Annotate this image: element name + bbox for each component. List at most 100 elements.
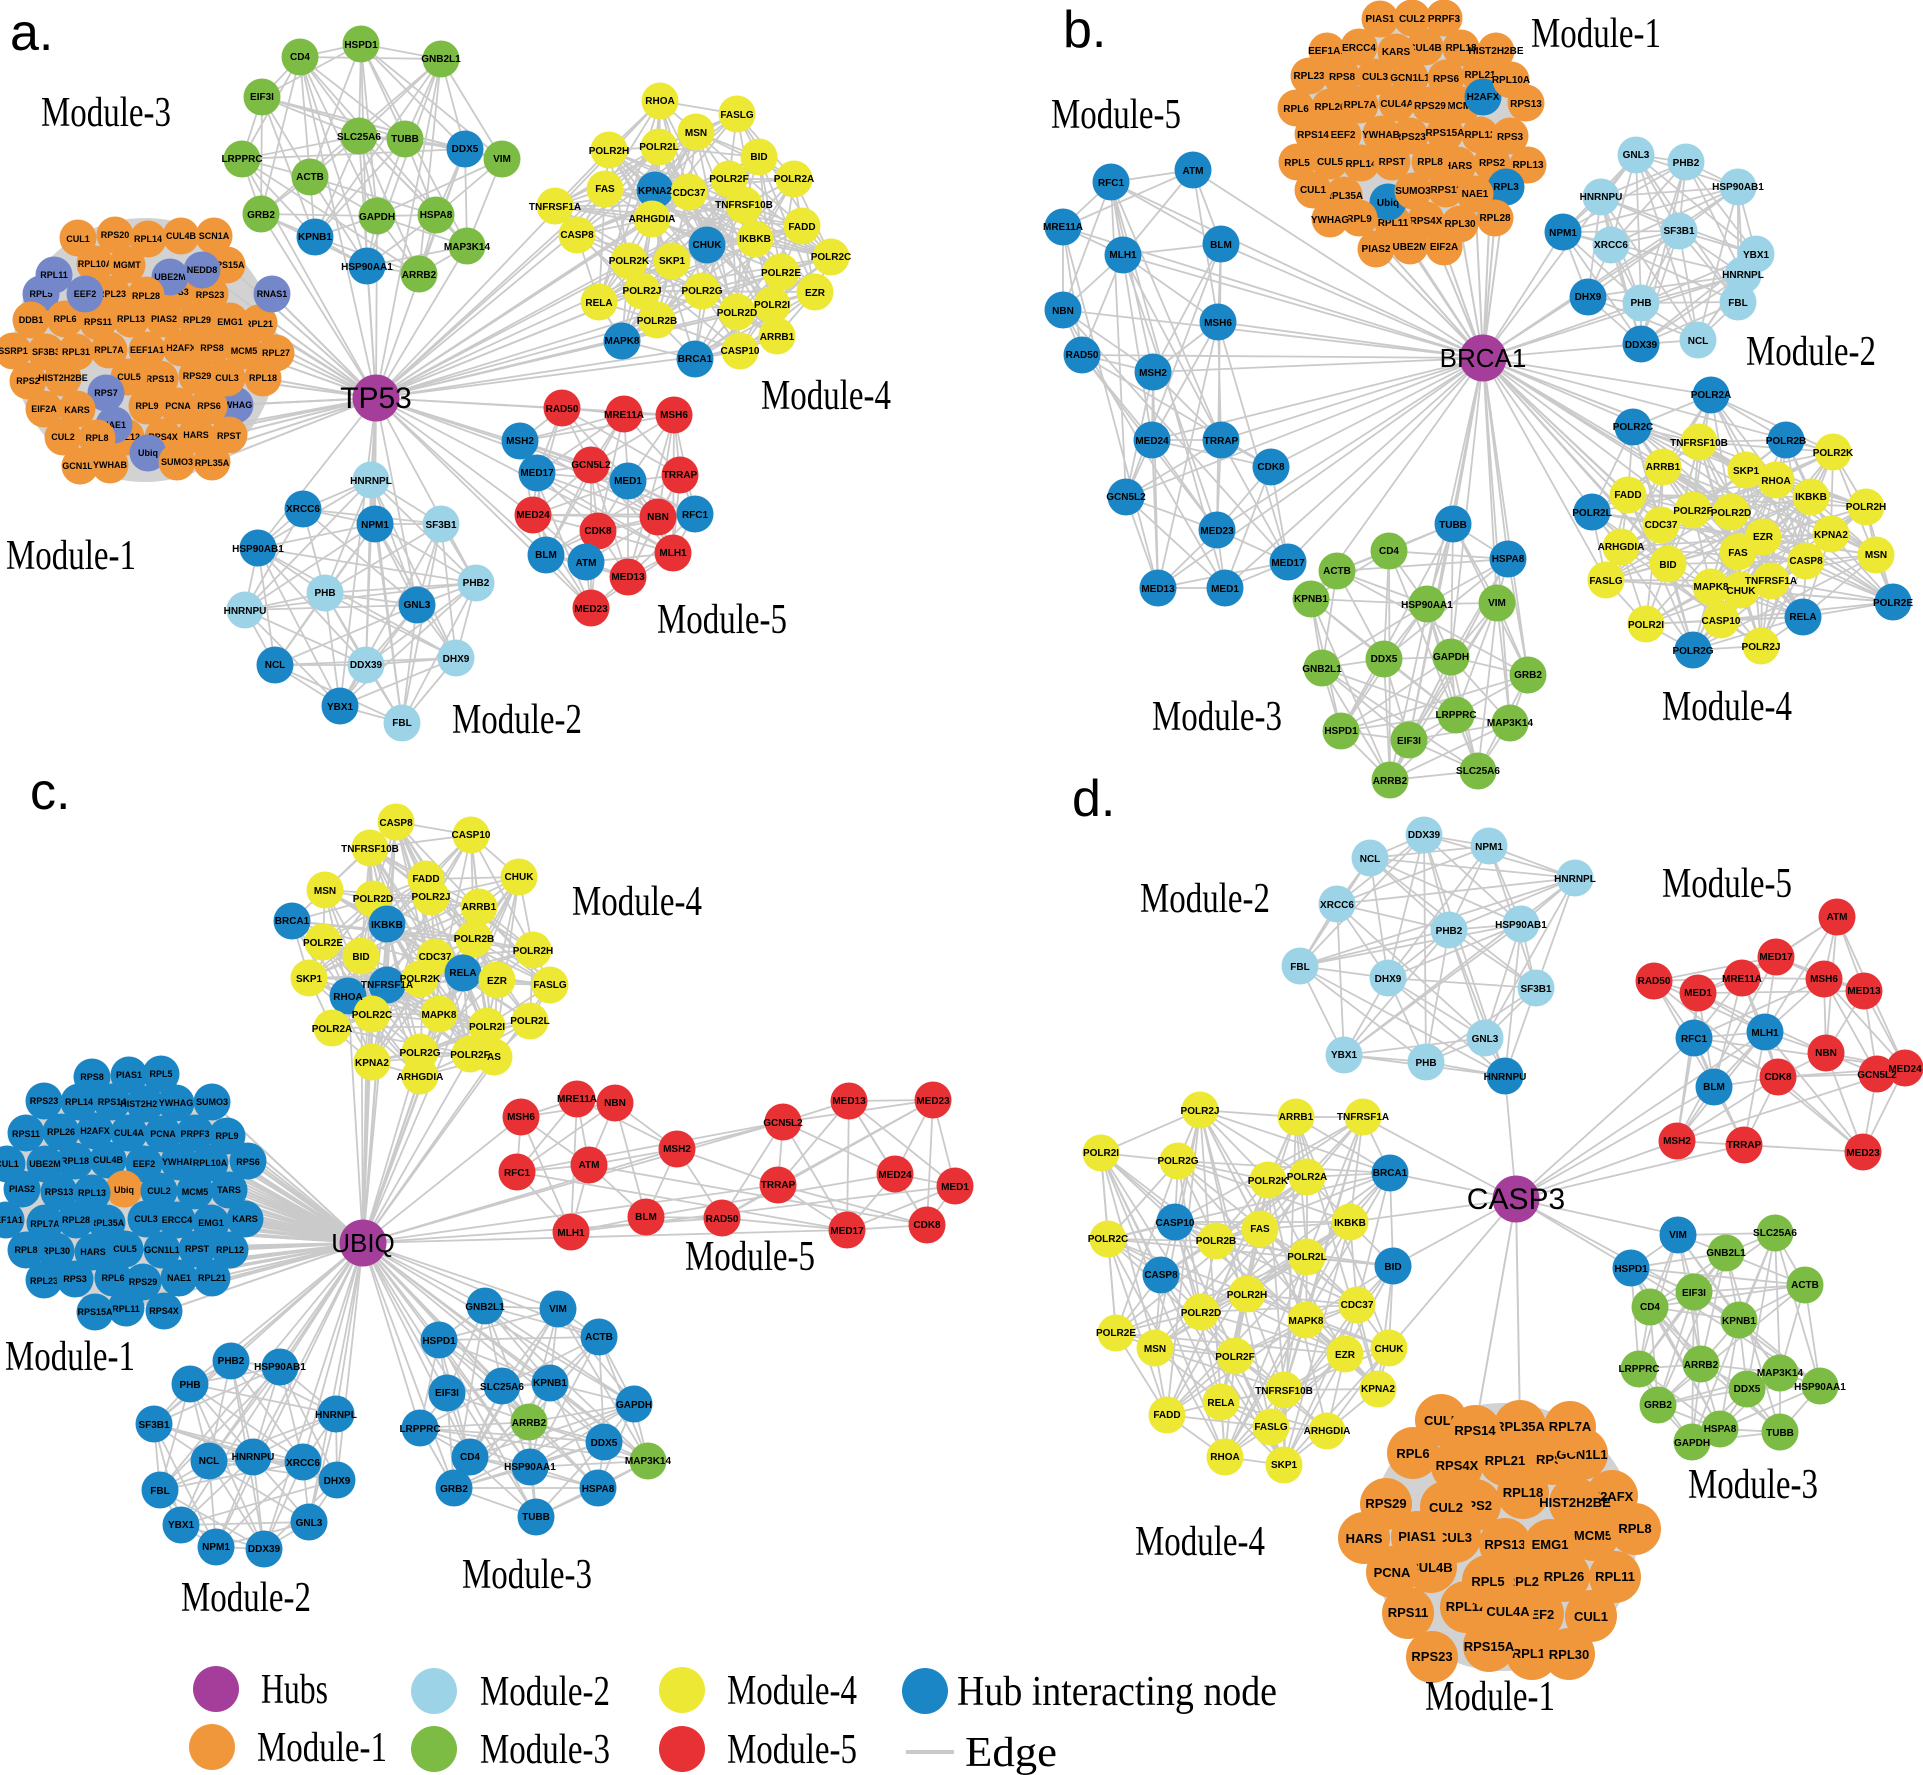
svg-text:POLR2B: POLR2B bbox=[637, 316, 678, 327]
svg-text:TP53: TP53 bbox=[340, 382, 412, 415]
svg-text:RPL7A: RPL7A bbox=[1344, 100, 1377, 111]
svg-text:POLR2H: POLR2H bbox=[1846, 502, 1887, 513]
svg-text:RPL28: RPL28 bbox=[1479, 213, 1511, 224]
svg-text:MLH1: MLH1 bbox=[1109, 250, 1137, 261]
svg-text:d.: d. bbox=[1072, 770, 1115, 828]
svg-text:YWHAG: YWHAG bbox=[159, 1098, 194, 1108]
svg-text:POLR2D: POLR2D bbox=[353, 894, 394, 905]
svg-text:CUL1: CUL1 bbox=[1574, 1609, 1608, 1624]
svg-text:TNFRSF10B: TNFRSF10B bbox=[715, 200, 773, 211]
svg-text:NCL: NCL bbox=[265, 660, 286, 671]
svg-text:MSH6: MSH6 bbox=[1204, 318, 1232, 329]
svg-text:GNB2L1: GNB2L1 bbox=[1302, 664, 1342, 675]
svg-text:SCN1A: SCN1A bbox=[199, 231, 230, 241]
svg-text:RPL7A: RPL7A bbox=[94, 345, 124, 355]
svg-text:HSPD1: HSPD1 bbox=[422, 1336, 456, 1347]
svg-text:SLC25A6: SLC25A6 bbox=[480, 1382, 524, 1393]
svg-text:ARHGDIA: ARHGDIA bbox=[1304, 1426, 1351, 1437]
svg-text:POLR2C: POLR2C bbox=[1613, 422, 1654, 433]
svg-text:YWHAB: YWHAB bbox=[93, 460, 127, 470]
svg-text:UBE2M: UBE2M bbox=[154, 272, 186, 282]
svg-text:TRRAP: TRRAP bbox=[663, 470, 698, 481]
svg-text:POLR2D: POLR2D bbox=[1711, 508, 1752, 519]
svg-text:PHB: PHB bbox=[1630, 298, 1651, 309]
svg-text:CUL3: CUL3 bbox=[215, 373, 239, 383]
svg-text:RPL12: RPL12 bbox=[216, 1245, 244, 1255]
svg-text:POLR2A: POLR2A bbox=[774, 174, 815, 185]
svg-text:XRCC6: XRCC6 bbox=[286, 1458, 320, 1469]
svg-text:GCN5L2: GCN5L2 bbox=[1857, 1070, 1897, 1081]
svg-text:Ubiq: Ubiq bbox=[138, 448, 158, 458]
svg-text:GCN5L2: GCN5L2 bbox=[763, 1118, 803, 1129]
svg-text:MLH1: MLH1 bbox=[659, 548, 687, 559]
svg-text:TNFRSF1A: TNFRSF1A bbox=[529, 202, 581, 213]
svg-text:NCL: NCL bbox=[1360, 854, 1381, 865]
svg-text:DHX9: DHX9 bbox=[1375, 974, 1402, 985]
svg-text:MAP3K14: MAP3K14 bbox=[625, 1456, 672, 1467]
svg-text:UBIQ: UBIQ bbox=[331, 1228, 395, 1258]
svg-text:Module-5: Module-5 bbox=[1662, 861, 1792, 907]
svg-text:RPL9: RPL9 bbox=[215, 1131, 238, 1141]
svg-text:Edge: Edge bbox=[965, 1730, 1057, 1775]
svg-text:RPS11: RPS11 bbox=[84, 317, 112, 327]
svg-text:MED24: MED24 bbox=[878, 1170, 912, 1181]
svg-text:GNB2L1: GNB2L1 bbox=[421, 54, 461, 65]
svg-text:DDX5: DDX5 bbox=[591, 1438, 618, 1449]
svg-text:RPS13: RPS13 bbox=[1510, 99, 1542, 110]
svg-text:HNRNPL: HNRNPL bbox=[350, 476, 392, 487]
svg-text:MSH2: MSH2 bbox=[1663, 1136, 1691, 1147]
svg-text:MRE11A: MRE11A bbox=[557, 1094, 597, 1105]
svg-text:RPST: RPST bbox=[1379, 157, 1406, 168]
svg-text:CUL5: CUL5 bbox=[117, 372, 141, 382]
svg-text:MSH2: MSH2 bbox=[1139, 368, 1167, 379]
svg-text:TNFRSF1A: TNFRSF1A bbox=[361, 980, 413, 991]
svg-text:YWHAB: YWHAB bbox=[162, 1157, 196, 1167]
svg-text:Module-5: Module-5 bbox=[685, 1234, 815, 1280]
svg-text:HSPD1: HSPD1 bbox=[1324, 726, 1358, 737]
svg-text:MED1: MED1 bbox=[941, 1182, 969, 1193]
svg-text:MED1: MED1 bbox=[1211, 584, 1239, 595]
svg-text:DDX5: DDX5 bbox=[1734, 1384, 1761, 1395]
svg-text:RFC1: RFC1 bbox=[1681, 1034, 1708, 1045]
svg-text:RPL10A: RPL10A bbox=[78, 259, 113, 269]
svg-text:CDK8: CDK8 bbox=[913, 1220, 941, 1231]
svg-text:MED17: MED17 bbox=[520, 468, 554, 479]
svg-text:IKBKB: IKBKB bbox=[1795, 492, 1827, 503]
svg-text:HSP90AB1: HSP90AB1 bbox=[1495, 920, 1547, 931]
svg-text:RPL8: RPL8 bbox=[85, 433, 108, 443]
svg-text:RPL14: RPL14 bbox=[65, 1097, 93, 1107]
svg-text:KARS: KARS bbox=[232, 1214, 258, 1224]
svg-text:RPS14: RPS14 bbox=[1297, 130, 1329, 141]
svg-text:TNFRSF1A: TNFRSF1A bbox=[1745, 576, 1797, 587]
svg-text:RPL27: RPL27 bbox=[262, 348, 290, 358]
svg-text:MED13: MED13 bbox=[832, 1096, 866, 1107]
svg-text:NPM1: NPM1 bbox=[361, 520, 389, 531]
svg-text:NCL: NCL bbox=[199, 1456, 220, 1467]
svg-text:GCN1L1: GCN1L1 bbox=[144, 1245, 180, 1255]
svg-text:SLC25A6: SLC25A6 bbox=[1456, 766, 1500, 777]
svg-text:NEDD8: NEDD8 bbox=[187, 265, 218, 275]
svg-text:CDC37: CDC37 bbox=[1645, 520, 1678, 531]
svg-text:TRRAP: TRRAP bbox=[1727, 1140, 1762, 1151]
svg-text:ERCC4: ERCC4 bbox=[1342, 43, 1376, 54]
svg-text:MCM5: MCM5 bbox=[231, 346, 258, 356]
svg-text:SF3B1: SF3B1 bbox=[1520, 984, 1552, 995]
svg-text:Module-3: Module-3 bbox=[480, 1727, 610, 1773]
svg-text:Hubs: Hubs bbox=[261, 1667, 328, 1713]
svg-text:MSN: MSN bbox=[685, 128, 707, 139]
svg-text:EMG1: EMG1 bbox=[217, 317, 243, 327]
svg-text:HIST2H2BE: HIST2H2BE bbox=[1468, 46, 1523, 57]
svg-text:H2AFX: H2AFX bbox=[80, 1126, 110, 1136]
svg-text:MAP3K14: MAP3K14 bbox=[444, 242, 491, 253]
svg-text:TUBB: TUBB bbox=[391, 134, 419, 145]
svg-text:Module-1: Module-1 bbox=[1425, 1674, 1555, 1720]
svg-text:ACTB: ACTB bbox=[1323, 566, 1351, 577]
svg-text:MSN: MSN bbox=[314, 886, 336, 897]
svg-text:c.: c. bbox=[30, 763, 70, 821]
svg-text:POLR2H: POLR2H bbox=[513, 946, 554, 957]
svg-text:GNL3: GNL3 bbox=[1623, 150, 1650, 161]
svg-text:ARRB1: ARRB1 bbox=[462, 902, 497, 913]
svg-text:DDX39: DDX39 bbox=[1408, 830, 1441, 841]
svg-text:POLR2D: POLR2D bbox=[717, 308, 758, 319]
svg-text:FBL: FBL bbox=[150, 1486, 169, 1497]
